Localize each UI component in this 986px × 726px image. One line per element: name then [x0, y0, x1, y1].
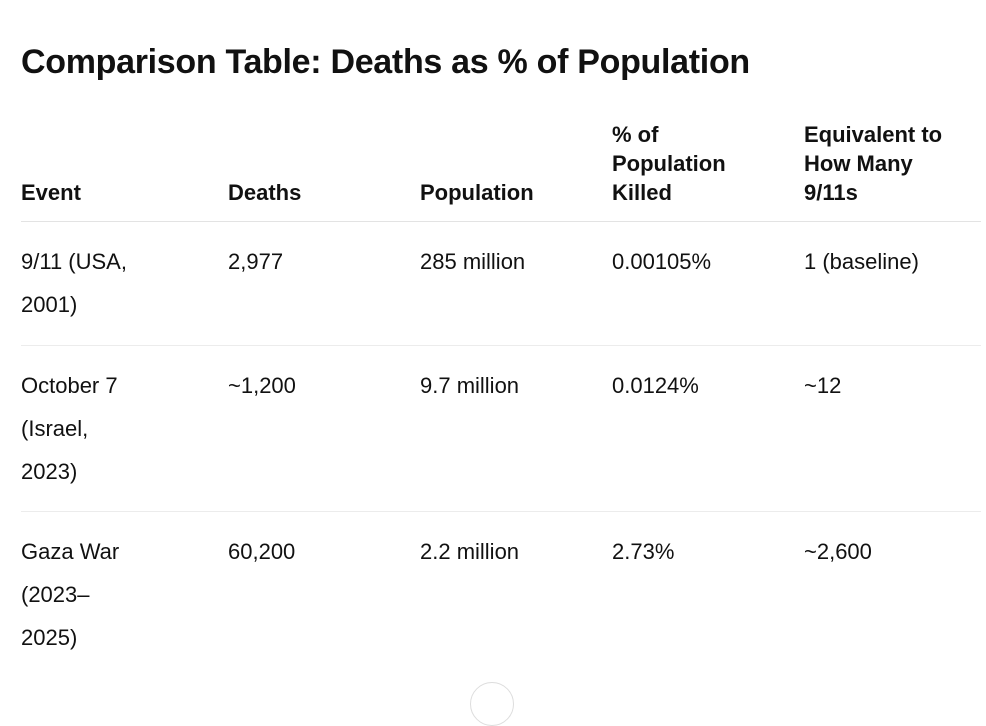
header-percent-killed: % of Population Killed: [612, 122, 726, 205]
table-row: 9/11 (USA, 2001) 2,977 285 million 0.001…: [21, 222, 981, 346]
page-title: Comparison Table: Deaths as % of Populat…: [21, 43, 750, 81]
cell-percent-killed: 0.0124%: [612, 373, 699, 398]
cell-deaths: 2,977: [228, 249, 284, 274]
cell-population: 2.2 million: [420, 539, 520, 564]
cell-percent-killed: 0.00105%: [612, 249, 712, 274]
table-row: October 7 (Israel, 2023) ~1,200 9.7 mill…: [21, 346, 981, 512]
cell-population: 285 million: [420, 249, 526, 274]
comparison-table: Event Deaths Population % of Population …: [21, 118, 981, 677]
cell-equivalent: ~12: [804, 373, 842, 398]
cell-event: 9/11 (USA, 2001): [21, 249, 127, 317]
table-header-row: Event Deaths Population % of Population …: [21, 118, 981, 222]
header-deaths: Deaths: [228, 180, 302, 205]
cell-percent-killed: 2.73%: [612, 539, 675, 564]
cell-equivalent: 1 (baseline): [804, 249, 919, 274]
cell-deaths: 60,200: [228, 539, 296, 564]
scroll-down-button[interactable]: [470, 682, 514, 726]
cell-deaths: ~1,200: [228, 373, 296, 398]
header-equivalent: Equivalent to How Many 9/11s: [804, 122, 943, 205]
header-event: Event: [21, 180, 81, 205]
cell-event: October 7 (Israel, 2023): [21, 373, 118, 484]
table-row: Gaza War (2023– 2025) 60,200 2.2 million…: [21, 512, 981, 677]
cell-event: Gaza War (2023– 2025): [21, 539, 120, 650]
cell-equivalent: ~2,600: [804, 539, 872, 564]
cell-population: 9.7 million: [420, 373, 520, 398]
header-population: Population: [420, 180, 534, 205]
